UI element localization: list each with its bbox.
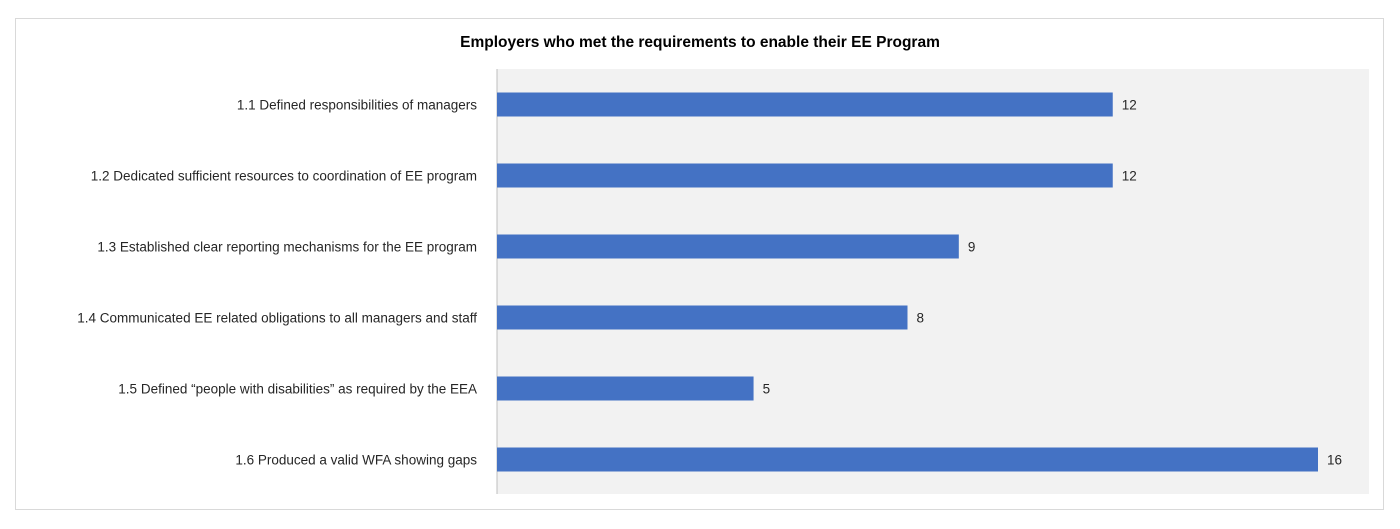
chart-marks: 1.1 Defined responsibilities of managers… [77, 92, 1342, 472]
data-label: 12 [1122, 169, 1137, 184]
category-label: 1.3 Established clear reporting mechanis… [97, 240, 477, 255]
bar [497, 92, 1113, 117]
category-label: 1.4 Communicated EE related obligations … [77, 311, 477, 326]
bar [497, 447, 1318, 472]
category-label: 1.5 Defined “people with disabilities” a… [118, 382, 477, 397]
chart-title: Employers who met the requirements to en… [460, 34, 940, 51]
data-label: 12 [1122, 98, 1137, 113]
category-label: 1.2 Dedicated sufficient resources to co… [91, 169, 477, 184]
data-label: 5 [763, 382, 771, 397]
data-label: 9 [968, 240, 976, 255]
bar [497, 305, 908, 330]
bar [497, 234, 959, 259]
data-label: 8 [917, 311, 925, 326]
bar [497, 376, 754, 401]
plot-area [497, 69, 1369, 494]
category-label: 1.6 Produced a valid WFA showing gaps [235, 453, 477, 468]
data-label: 16 [1327, 453, 1342, 468]
bar [497, 163, 1113, 188]
category-label: 1.1 Defined responsibilities of managers [237, 98, 477, 113]
